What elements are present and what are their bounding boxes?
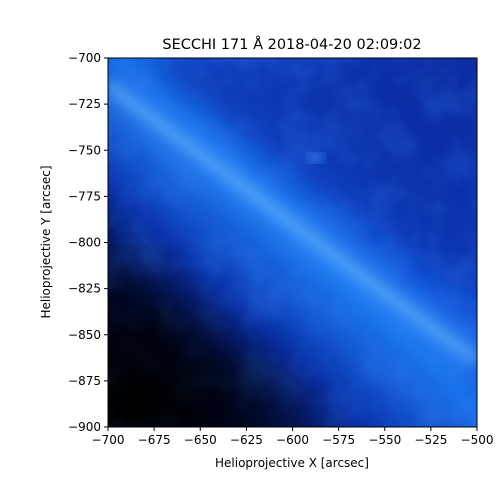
x-tick-label: −525 <box>414 433 447 447</box>
y-tick-label: −825 <box>68 282 101 296</box>
x-tick-label: −700 <box>92 433 125 447</box>
y-axis: −700 −725 −750 −775 −800 −825 −850 −875 −900 <box>68 51 108 434</box>
x-tick-label: −575 <box>322 433 355 447</box>
x-tick-label: −625 <box>230 433 263 447</box>
y-axis-label: Helioprojective Y [arcsec] <box>39 165 53 318</box>
x-tick-label: −550 <box>368 433 401 447</box>
chart-title: SECCHI 171 Å 2018-04-20 02:09:02 <box>162 36 421 53</box>
y-tick-label: −750 <box>68 143 101 157</box>
y-tick-label: −900 <box>68 420 101 434</box>
y-tick-label: −875 <box>68 374 101 388</box>
y-tick-label: −850 <box>68 328 101 342</box>
solar-image <box>108 58 477 427</box>
x-tick-label: −500 <box>461 433 494 447</box>
y-tick-label: −800 <box>68 236 101 250</box>
x-axis-label: Helioprojective X [arcsec] <box>215 456 369 470</box>
x-tick-label: −650 <box>184 433 217 447</box>
x-tick-label: −600 <box>276 433 309 447</box>
y-tick-label: −725 <box>68 97 101 111</box>
x-axis: −700 −675 −650 −625 −600 −575 −550 −525 −500 <box>92 427 494 447</box>
x-tick-label: −675 <box>138 433 171 447</box>
y-tick-label: −700 <box>68 51 101 65</box>
y-tick-label: −775 <box>68 189 101 203</box>
